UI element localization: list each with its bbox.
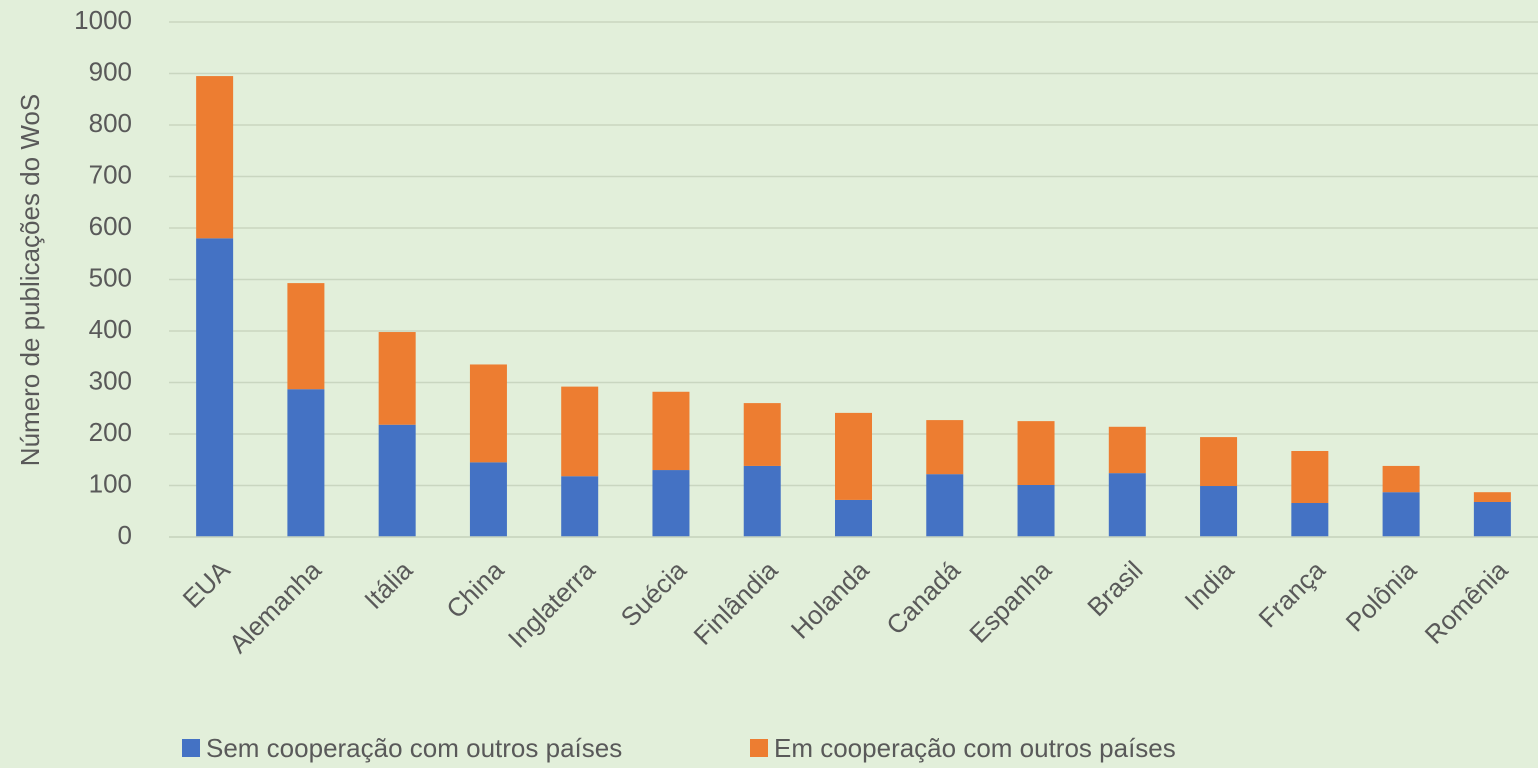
y-tick-label: 1000 xyxy=(74,5,132,35)
bar-segment xyxy=(926,474,964,537)
bar-segment xyxy=(561,476,599,537)
x-tick-label: Inglaterra xyxy=(502,555,601,654)
bar-segment xyxy=(378,424,416,537)
bar-segment xyxy=(652,470,690,537)
bar-segment xyxy=(1200,486,1238,537)
bar-segment xyxy=(469,364,507,463)
bar-segment xyxy=(378,332,416,425)
x-tick-label: China xyxy=(440,555,510,625)
x-tick-label: India xyxy=(1179,555,1240,616)
bar-segment xyxy=(1473,492,1511,502)
x-tick-label: Espanha xyxy=(963,555,1057,649)
bar-segment xyxy=(1017,484,1055,537)
x-tick-label: Canadá xyxy=(880,555,966,641)
x-tick-label: França xyxy=(1253,555,1332,634)
bar-segment xyxy=(561,386,599,477)
y-tick-label: 700 xyxy=(89,159,132,189)
y-tick-label: 400 xyxy=(89,314,132,344)
x-tick-label: Romênia xyxy=(1419,555,1514,650)
legend-swatch xyxy=(750,739,768,757)
x-tick-label: Brasil xyxy=(1081,555,1148,622)
bar-segment xyxy=(1291,503,1329,537)
legend-label: Sem cooperação com outros países xyxy=(206,733,622,763)
y-tick-label: 900 xyxy=(89,56,132,86)
x-tick-label: Finlândia xyxy=(688,555,784,651)
bar-segment xyxy=(1473,501,1511,537)
y-tick-label: 300 xyxy=(89,365,132,395)
bar-segment xyxy=(1108,473,1146,537)
bar-segment xyxy=(469,462,507,537)
bar-segment xyxy=(196,238,234,538)
x-tick-label: Suécia xyxy=(615,555,693,633)
y-tick-label: 200 xyxy=(89,417,132,447)
x-tick-label: Polônia xyxy=(1340,555,1423,638)
bar-segment xyxy=(287,283,325,390)
y-tick-label: 800 xyxy=(89,108,132,138)
bar-segment xyxy=(1017,421,1055,485)
y-axis-label: Número de publicações do WoS xyxy=(15,94,45,466)
bar-segment xyxy=(196,76,234,239)
bar-segment xyxy=(835,412,872,500)
x-tick-label: Itália xyxy=(358,555,418,615)
y-tick-label: 500 xyxy=(89,262,132,292)
bar-segment xyxy=(835,499,872,537)
x-tick-label: EUA xyxy=(177,554,236,613)
bar-segment xyxy=(743,465,781,537)
bar-segment xyxy=(1108,426,1146,474)
bar-segment xyxy=(287,389,325,537)
legend-swatch xyxy=(182,739,200,757)
bar-segment xyxy=(1291,450,1329,504)
bar-segment xyxy=(1382,492,1420,537)
bar-segment xyxy=(652,391,690,471)
y-tick-label: 100 xyxy=(89,468,132,498)
x-tick-label: Alemanha xyxy=(223,555,327,659)
bar-segment xyxy=(743,403,781,466)
y-tick-label: 600 xyxy=(89,211,132,241)
bar-segment xyxy=(1382,465,1420,493)
legend-label: Em cooperação com outros países xyxy=(774,733,1176,763)
x-tick-label: Holanda xyxy=(785,555,875,645)
y-tick-label: 0 xyxy=(118,520,132,550)
bar-segment xyxy=(926,420,964,475)
bar-segment xyxy=(1200,437,1238,487)
